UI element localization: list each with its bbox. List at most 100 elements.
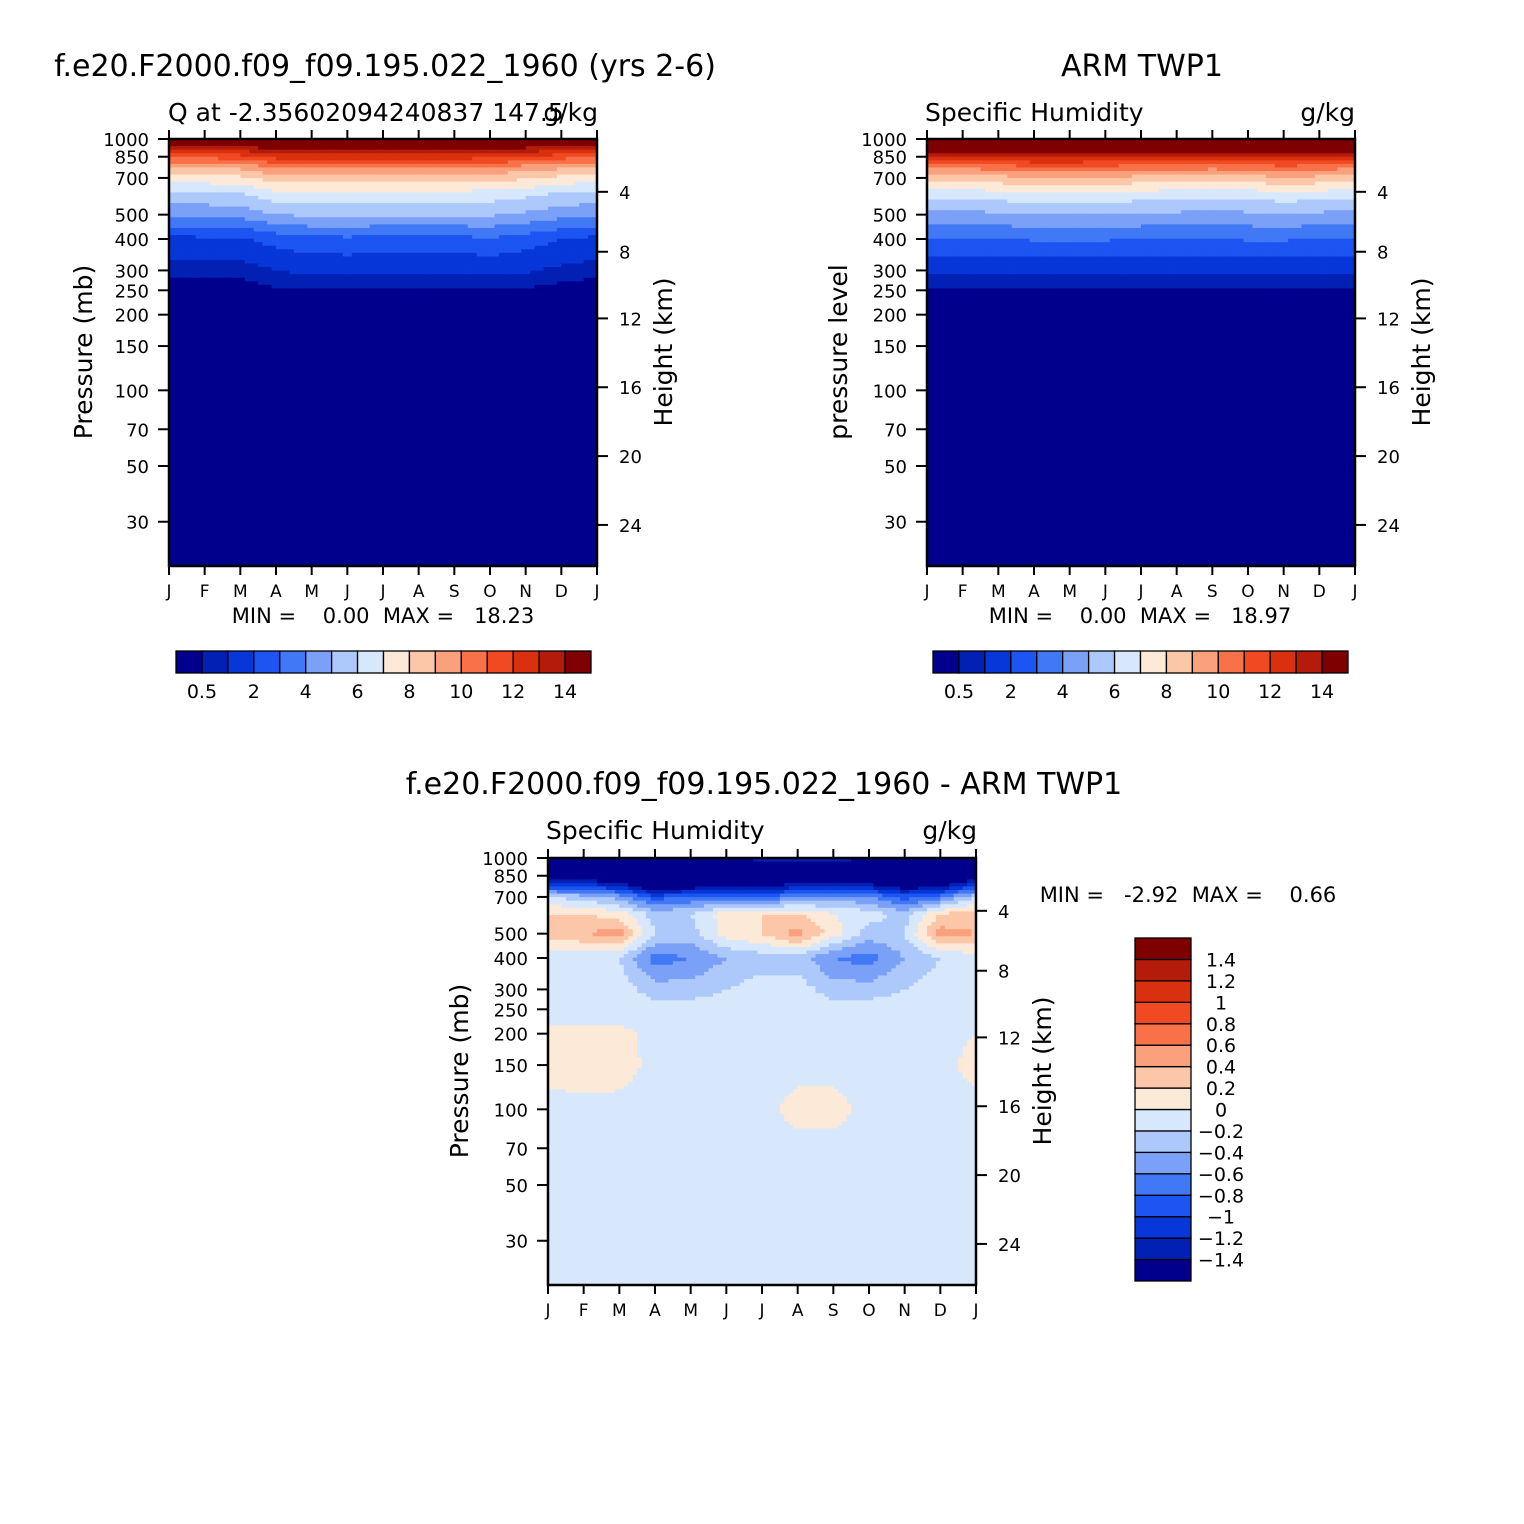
heatmap-cell bbox=[476, 153, 482, 158]
heatmap-cell bbox=[547, 156, 554, 161]
heatmap-cell bbox=[284, 146, 290, 151]
heatmap-cell bbox=[449, 195, 455, 201]
heatmap-cell bbox=[311, 153, 317, 158]
heatmap-cell bbox=[298, 256, 304, 261]
heatmap-cell bbox=[498, 242, 504, 247]
heatmap-cell bbox=[565, 249, 571, 254]
heatmap-cell bbox=[418, 199, 424, 204]
heatmap-cell bbox=[574, 306, 580, 311]
heatmap-cell bbox=[405, 231, 411, 236]
heatmap-cell bbox=[503, 295, 509, 300]
heatmap-cell bbox=[592, 213, 597, 218]
heatmap-cell bbox=[405, 167, 411, 172]
heatmap-cell bbox=[316, 274, 322, 279]
heatmap-cell bbox=[512, 203, 518, 208]
heatmap-cell bbox=[525, 277, 531, 282]
heatmap-cell bbox=[298, 263, 304, 268]
heatmap-cell bbox=[467, 231, 473, 236]
heatmap-cell bbox=[409, 302, 415, 307]
heatmap-cell bbox=[267, 249, 273, 254]
heatmap-cell bbox=[200, 288, 206, 293]
heatmap-cell bbox=[360, 320, 366, 325]
heatmap-cell bbox=[182, 174, 188, 179]
heatmap-cell bbox=[556, 139, 562, 144]
heatmap-cell bbox=[423, 288, 429, 293]
heatmap-cell bbox=[485, 292, 491, 297]
heatmap-cell bbox=[543, 192, 549, 197]
heatmap-cell bbox=[467, 245, 473, 250]
heatmap-cell bbox=[436, 295, 442, 300]
heatmap-cell bbox=[476, 203, 482, 208]
heatmap-cell bbox=[440, 256, 447, 261]
heatmap-cell bbox=[235, 181, 241, 186]
heatmap-cell bbox=[329, 156, 335, 161]
heatmap-cell bbox=[280, 274, 286, 279]
heatmap-cell bbox=[454, 146, 460, 151]
heatmap-cell bbox=[387, 263, 393, 268]
heatmap-cell bbox=[200, 302, 206, 307]
heatmap-cell bbox=[267, 220, 273, 225]
heatmap-cell bbox=[262, 238, 268, 243]
heatmap-cell bbox=[253, 277, 259, 282]
heatmap-cell bbox=[338, 277, 344, 282]
heatmap-cell bbox=[463, 295, 469, 300]
heatmap-cell bbox=[280, 270, 286, 275]
heatmap-cell bbox=[209, 313, 215, 318]
heatmap-cell bbox=[209, 163, 215, 169]
heatmap-cell bbox=[302, 181, 308, 186]
heatmap-cell bbox=[204, 181, 210, 186]
heatmap-cell bbox=[396, 163, 402, 169]
heatmap-cell bbox=[539, 206, 545, 211]
heatmap-cell bbox=[351, 178, 357, 183]
heatmap-cell bbox=[213, 320, 219, 325]
heatmap-cell bbox=[213, 263, 219, 268]
heatmap-cell bbox=[423, 320, 429, 325]
heatmap-cell bbox=[516, 252, 522, 258]
heatmap-cell bbox=[547, 160, 554, 165]
heatmap-cell bbox=[481, 259, 487, 265]
heatmap-cell bbox=[561, 192, 567, 197]
heatmap-cell bbox=[414, 210, 420, 215]
heatmap-cell bbox=[498, 320, 504, 325]
heatmap-cell bbox=[574, 217, 580, 222]
heatmap-cell bbox=[400, 174, 406, 179]
heatmap-cell bbox=[293, 213, 299, 218]
heatmap-cell bbox=[356, 263, 362, 268]
heatmap-cell bbox=[262, 174, 268, 179]
heatmap-cell bbox=[561, 263, 567, 268]
heatmap-cell bbox=[521, 192, 527, 197]
heatmap-cell bbox=[472, 252, 478, 258]
heatmap-cell bbox=[552, 309, 558, 314]
heatmap-cell bbox=[240, 146, 246, 151]
heatmap-cell bbox=[333, 199, 340, 204]
heatmap-cell bbox=[391, 295, 397, 300]
heatmap-cell bbox=[226, 306, 233, 311]
heatmap-cell bbox=[494, 142, 500, 147]
heatmap-cell bbox=[369, 245, 375, 250]
heatmap-cell bbox=[440, 306, 447, 311]
heatmap-cell bbox=[378, 281, 384, 286]
heatmap-cell bbox=[316, 284, 322, 290]
heatmap-cell bbox=[302, 256, 308, 261]
heatmap-cell bbox=[423, 299, 429, 304]
heatmap-cell bbox=[253, 316, 259, 322]
heatmap-cell bbox=[539, 259, 545, 265]
heatmap-cell bbox=[360, 146, 366, 151]
heatmap-cell bbox=[534, 206, 540, 211]
heatmap-cell bbox=[222, 263, 228, 268]
heatmap-cell bbox=[195, 320, 201, 325]
heatmap-cell bbox=[503, 206, 509, 211]
heatmap-cell bbox=[440, 192, 447, 197]
heatmap-cell bbox=[449, 139, 455, 144]
heatmap-cell bbox=[383, 288, 389, 293]
heatmap-cell bbox=[481, 277, 487, 282]
heatmap-cell bbox=[534, 199, 540, 204]
heatmap-cell bbox=[302, 192, 308, 197]
heatmap-cell bbox=[588, 313, 594, 318]
heatmap-cell bbox=[365, 245, 371, 250]
heatmap-cell bbox=[280, 295, 286, 300]
heatmap-cell bbox=[258, 252, 264, 258]
heatmap-cell bbox=[525, 299, 531, 304]
heatmap-cell bbox=[588, 245, 594, 250]
heatmap-cell bbox=[476, 238, 482, 243]
